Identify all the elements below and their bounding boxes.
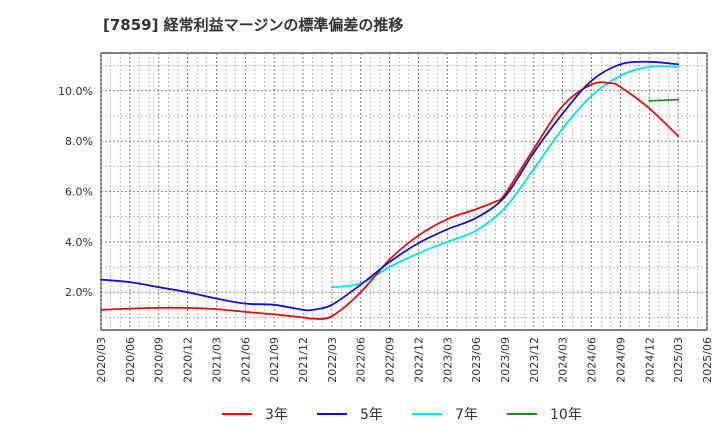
x-tick-label: 2024/09 xyxy=(614,337,627,383)
series-line-2 xyxy=(100,60,680,312)
x-tick-label: 2022/12 xyxy=(412,337,425,383)
x-tick-label: 2023/03 xyxy=(441,337,454,383)
series-line-4 xyxy=(648,98,680,102)
x-tick-label: 2021/06 xyxy=(239,337,252,383)
y-tick-labels: 2.0% 4.0% 6.0% 8.0% 10.0% xyxy=(58,85,93,299)
y-tick-label: 4.0% xyxy=(65,236,93,249)
series-line-3 xyxy=(330,65,680,289)
x-tick-label: 2022/06 xyxy=(355,337,368,383)
y-tick-label: 6.0% xyxy=(65,186,93,199)
x-tick-label: 2021/09 xyxy=(268,337,281,383)
x-tick-label: 2020/12 xyxy=(182,337,195,383)
x-tick-label: 2021/03 xyxy=(210,337,223,383)
x-tick-label: 2022/09 xyxy=(384,337,397,383)
legend: 3年 5年 7年 10年 xyxy=(222,407,582,423)
x-tick-label: 2020/09 xyxy=(153,337,166,383)
series-lines xyxy=(100,60,680,320)
x-tick-label: 2024/06 xyxy=(586,337,599,383)
x-tick-labels: 2020/03 2020/06 2020/09 2020/12 2021/03 2021/… xyxy=(95,337,714,383)
x-tick-label: 2020/03 xyxy=(95,337,108,383)
series-line-1 xyxy=(100,81,680,320)
legend-label: 10年 xyxy=(550,407,582,423)
x-tick-label: 2021/12 xyxy=(297,337,310,383)
chart-title: [7859] 経常利益マージンの標準偏差の推移 xyxy=(103,16,404,34)
x-tick-label: 2023/12 xyxy=(528,337,541,383)
x-tick-label: 2020/06 xyxy=(124,337,137,383)
legend-label: 7年 xyxy=(455,407,478,423)
x-tick-label: 2024/03 xyxy=(557,337,570,383)
x-tick-label: 2025/03 xyxy=(672,337,685,383)
plot-area xyxy=(100,52,708,331)
legend-label: 5年 xyxy=(360,407,383,423)
y-tick-label: 8.0% xyxy=(65,135,93,148)
x-tick-label: 2023/09 xyxy=(499,337,512,383)
x-tick-label: 2025/06 xyxy=(701,337,714,383)
x-tick-label: 2023/06 xyxy=(470,337,483,383)
y-tick-label: 10.0% xyxy=(58,85,93,98)
legend-label: 3年 xyxy=(265,407,288,423)
gridlines xyxy=(100,53,708,330)
x-tick-label: 2024/12 xyxy=(643,337,656,383)
y-tick-label: 2.0% xyxy=(65,286,93,299)
x-tick-label: 2022/03 xyxy=(326,337,339,383)
